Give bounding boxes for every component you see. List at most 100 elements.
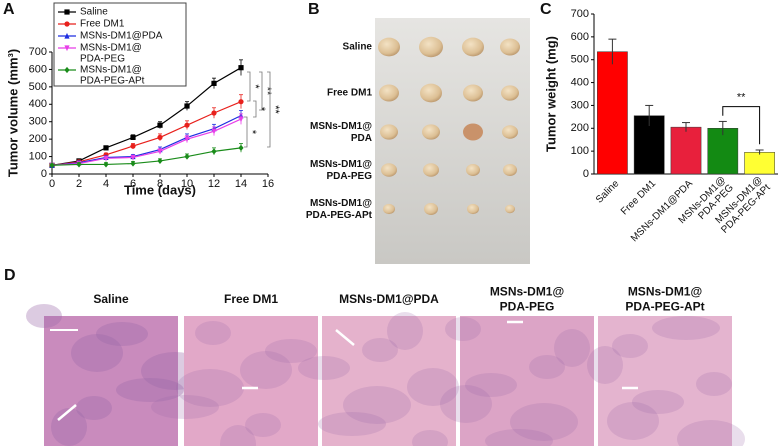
y-tick-label: 700	[29, 46, 47, 58]
series-line	[51, 115, 242, 166]
bar	[744, 152, 775, 175]
photo-row-label: Saline	[343, 42, 373, 53]
x-tick-label: 10	[181, 178, 193, 190]
y-tick-label: 600	[29, 63, 47, 75]
series-line	[51, 118, 242, 166]
tumor	[381, 163, 397, 177]
x-tick-label: 0	[49, 178, 55, 190]
tumor	[379, 84, 399, 102]
panel-label: C	[540, 1, 552, 18]
y-tick-label: 0	[583, 168, 589, 180]
tissue-region	[362, 338, 398, 362]
legend-marker	[64, 45, 70, 52]
y-tick-label: 700	[571, 8, 589, 20]
x-tick-label: 4	[103, 178, 109, 190]
tumor	[424, 203, 438, 215]
tissue-region	[96, 322, 148, 346]
x-tick-label: 12	[208, 178, 220, 190]
tissue-region	[298, 356, 350, 380]
bracket	[244, 116, 248, 148]
tissue-region	[71, 334, 123, 372]
y-tick-label: 500	[571, 54, 589, 66]
legend-label: Saline	[80, 7, 108, 18]
marker	[76, 161, 82, 168]
legend-marker	[64, 9, 70, 15]
tissue-region	[465, 373, 517, 397]
marker	[238, 99, 244, 105]
marker	[238, 144, 244, 151]
marker	[157, 157, 163, 165]
annotation: *	[249, 84, 261, 89]
marker	[103, 145, 109, 151]
marker	[157, 134, 163, 140]
legend-box	[53, 2, 187, 87]
marker	[130, 143, 136, 149]
marker	[49, 162, 55, 169]
y-tick-label: 100	[571, 145, 589, 157]
tissue-region	[696, 372, 732, 396]
tissue-region	[440, 385, 492, 423]
tissue-region	[387, 312, 423, 350]
tissue-region	[445, 317, 481, 341]
marker	[211, 128, 217, 135]
panel-label: A	[3, 1, 15, 18]
panel-label: D	[4, 267, 16, 284]
marker	[130, 154, 136, 161]
tumor	[500, 38, 520, 56]
x-tick-label: 14	[235, 178, 247, 190]
tissue-region	[240, 351, 292, 389]
tissue-region	[554, 329, 590, 367]
y-axis-title: Tumor volume (mm³)	[5, 49, 20, 177]
tissue-region	[587, 346, 623, 384]
marker	[184, 153, 190, 160]
tumor-photo	[378, 36, 520, 215]
histology-title: MSNs-DM1@ PDA-PEG-APt	[625, 285, 704, 314]
tissue-region	[529, 355, 565, 379]
series-line	[51, 147, 242, 166]
histology-image	[460, 316, 594, 446]
x-tick-label: 6	[130, 178, 136, 190]
marker	[238, 116, 244, 123]
tumor	[501, 85, 519, 101]
tissue-region	[607, 402, 659, 440]
annotation: **	[269, 105, 281, 114]
y-tick-label: 200	[29, 133, 47, 145]
marker	[184, 122, 190, 128]
tissue-region	[265, 339, 317, 363]
tissue-region	[318, 412, 386, 436]
arrow-shaft	[57, 404, 77, 421]
photo-row-label: MSNs-DM1@ PDA	[310, 121, 372, 144]
x-tick-label: Saline	[594, 178, 622, 206]
arrow-shaft	[335, 329, 355, 346]
photo-row-label: Free DM1	[327, 88, 372, 99]
tumor	[505, 204, 515, 214]
histology-images	[26, 304, 745, 446]
tissue-region	[26, 304, 62, 328]
tumor	[463, 123, 483, 141]
y-tick-label: 600	[571, 31, 589, 43]
photo-row-label: MSNs-DM1@ PDA-PEG-APt	[306, 198, 373, 221]
marker	[103, 161, 109, 168]
bar	[707, 128, 739, 175]
tumor	[422, 124, 440, 140]
marker	[184, 136, 190, 143]
bracket	[722, 106, 761, 145]
bracket	[247, 71, 251, 102]
tissue-region	[407, 368, 459, 406]
marker	[157, 148, 163, 155]
bracket	[253, 100, 257, 118]
tissue-region	[245, 413, 281, 437]
tissue-region	[485, 429, 553, 446]
tumor	[380, 124, 398, 140]
x-tick-label: 16	[262, 178, 274, 190]
legend-marker	[64, 32, 70, 39]
marker	[184, 103, 190, 109]
tissue-region	[677, 420, 745, 446]
tumor	[423, 163, 439, 177]
marker	[238, 65, 244, 71]
photo-row-label: MSNs-DM1@ PDA-PEG	[310, 159, 372, 182]
bar	[597, 51, 628, 175]
tissue-region	[612, 334, 648, 358]
histology-image	[598, 316, 732, 446]
legend-marker	[64, 66, 70, 74]
